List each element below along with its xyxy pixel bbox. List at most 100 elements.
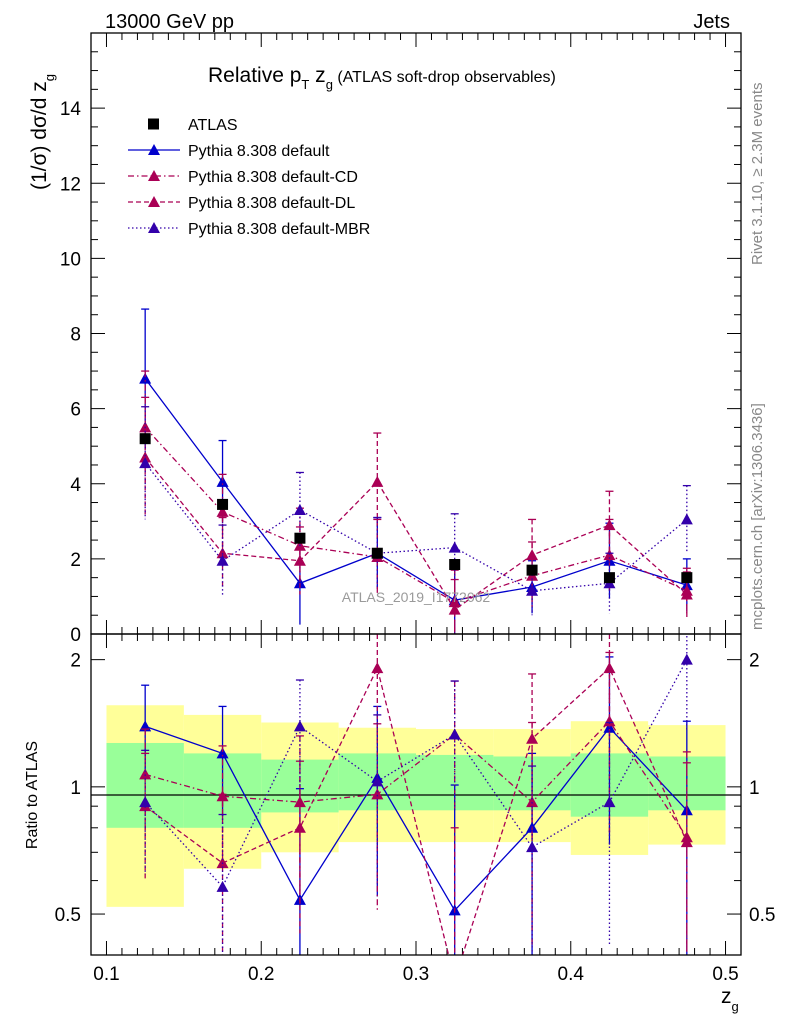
legend-label: Pythia 8.308 default-CD — [188, 169, 358, 186]
atlas-data-point — [294, 532, 306, 544]
chart-title: Relative pT zg (ATLAS soft-drop observab… — [208, 64, 556, 92]
ratio-ylabel: Ratio to ATLAS — [24, 741, 41, 849]
ratio-data-point — [139, 796, 152, 808]
series-line — [144, 457, 688, 611]
atlas-data-point — [217, 498, 229, 510]
ratio-data-point — [526, 796, 539, 808]
data-point — [603, 519, 616, 531]
atlas-data-point — [449, 559, 461, 571]
y-tick-label: 14 — [60, 99, 82, 120]
ratio-data-point — [371, 788, 384, 800]
main-panel: 0 2 4 6 8 10 12 14 ATLAS_2019_I1772062 — [60, 32, 742, 646]
y-tick-label: 12 — [60, 174, 81, 195]
ratio-series-line — [144, 666, 688, 955]
ratio-data-point — [371, 662, 384, 674]
legend-marker — [148, 170, 160, 181]
header-jets: Jets — [693, 11, 730, 33]
legend-label: Pythia 8.308 default-DL — [188, 195, 355, 212]
xlabel: zg — [721, 985, 739, 1014]
ratio-series-line — [144, 720, 688, 838]
header-energy: 13000 GeV pp — [105, 11, 234, 33]
legend-marker — [148, 144, 160, 155]
ratio-data-point — [448, 728, 461, 740]
main-axis-ticks: 0 2 4 6 8 10 12 14 — [60, 32, 742, 646]
legend-label: Pythia 8.308 default — [188, 143, 330, 160]
ratio-series-line — [144, 725, 688, 912]
y-tick-label: 10 — [60, 249, 81, 270]
y-tick-label: 2 — [70, 550, 81, 571]
data-point — [448, 541, 461, 553]
series-line — [144, 462, 688, 592]
legend-marker — [148, 196, 160, 207]
ratio-data-point — [293, 821, 306, 833]
x-tick-label: 0.3 — [403, 964, 429, 985]
ratio-data-point — [526, 841, 539, 853]
data-point — [139, 451, 152, 463]
atlas-data-point — [371, 547, 383, 559]
ratio-data-point — [526, 732, 539, 744]
data-point — [293, 554, 306, 566]
y-tick-label: 4 — [70, 475, 81, 496]
data-point — [448, 596, 461, 608]
data-point — [139, 457, 152, 469]
data-point — [680, 513, 693, 525]
x-tick-label: 0.1 — [93, 964, 119, 985]
ratio-y-tick-label: 2 — [70, 651, 81, 672]
legend-label: Pythia 8.308 default-MBR — [188, 221, 370, 238]
atlas-data-point — [681, 572, 693, 584]
analysis-watermark: ATLAS_2019_I1772062 — [342, 589, 491, 605]
x-tick-label: 0.5 — [712, 964, 738, 985]
series-line — [144, 426, 688, 603]
atlas-data-point — [603, 572, 615, 584]
ratio-y-tick-label: 0.5 — [55, 905, 81, 926]
data-point — [293, 577, 306, 589]
uncertainty-bands — [106, 705, 726, 907]
ratio-data-point — [216, 880, 229, 892]
ratio-data-point — [216, 747, 229, 759]
ratio-data-layer — [139, 634, 693, 985]
legend-marker — [148, 222, 160, 233]
ratio-frame — [90, 633, 742, 956]
rivet-version-text: Rivet 3.1.10, ≥ 2.3M events — [749, 83, 766, 266]
data-point — [680, 588, 693, 600]
data-point — [448, 603, 461, 615]
ratio-y-tick-label-right: 2 — [749, 651, 760, 672]
main-data-layer — [139, 308, 693, 634]
y-tick-label: 8 — [70, 325, 81, 346]
legend-marker-atlas — [148, 118, 159, 130]
y-tick-label: 6 — [70, 400, 81, 421]
ratio-y-tick-label-right: 0.5 — [749, 905, 775, 926]
ratio-y-tick-label: 1 — [70, 778, 81, 799]
mcplots-source-text: mcplots.cern.ch [arXiv:1306.3436] — [749, 403, 766, 630]
data-point — [371, 475, 384, 487]
ratio-axis-ticks: 0.1 0.2 0.3 0.4 0.5 0.5 0.5 1 1 2 2 — [55, 634, 775, 985]
series-line — [144, 378, 688, 601]
ratio-data-point — [603, 715, 616, 727]
data-point — [139, 372, 152, 384]
ratio-panel: 0.1 0.2 0.3 0.4 0.5 0.5 0.5 1 1 2 2 — [55, 633, 775, 985]
ratio-y-tick-label-right: 1 — [749, 778, 760, 799]
main-ylabel: (1/σ) dσ/d zg — [28, 74, 57, 190]
legend: ATLAS Pythia 8.308 default Pythia 8.308 de… — [128, 117, 370, 238]
x-tick-label: 0.4 — [558, 964, 585, 985]
ratio-data-point — [603, 662, 616, 674]
data-point — [293, 504, 306, 516]
ratio-data-point — [293, 720, 306, 732]
ratio-data-point — [449, 974, 461, 985]
atlas-data-point — [139, 433, 151, 445]
x-tick-label: 0.2 — [248, 964, 274, 985]
ratio-data-point — [680, 653, 693, 665]
ratio-data-point — [680, 836, 693, 848]
ratio-data-point — [603, 796, 616, 808]
data-point — [216, 475, 229, 487]
data-point — [216, 547, 229, 559]
ratio-series-line — [144, 659, 688, 888]
data-point — [526, 549, 539, 561]
y-tick-label: 0 — [70, 625, 81, 646]
atlas-data-point — [526, 564, 538, 576]
ratio-data-point — [371, 775, 384, 787]
data-point — [216, 554, 229, 566]
legend-label: ATLAS — [188, 117, 238, 134]
data-point — [526, 584, 539, 596]
